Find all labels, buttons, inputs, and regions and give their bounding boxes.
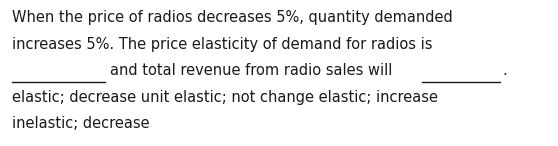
Text: and total revenue from radio sales will: and total revenue from radio sales will — [110, 63, 392, 78]
Text: increases 5%. The price elasticity of demand for radios is: increases 5%. The price elasticity of de… — [12, 36, 432, 52]
Text: .: . — [502, 63, 507, 78]
Text: elastic; decrease unit elastic; not change elastic; increase: elastic; decrease unit elastic; not chan… — [12, 89, 438, 105]
Text: When the price of radios decreases 5%, quantity demanded: When the price of radios decreases 5%, q… — [12, 10, 453, 25]
Text: inelastic; decrease: inelastic; decrease — [12, 116, 150, 131]
